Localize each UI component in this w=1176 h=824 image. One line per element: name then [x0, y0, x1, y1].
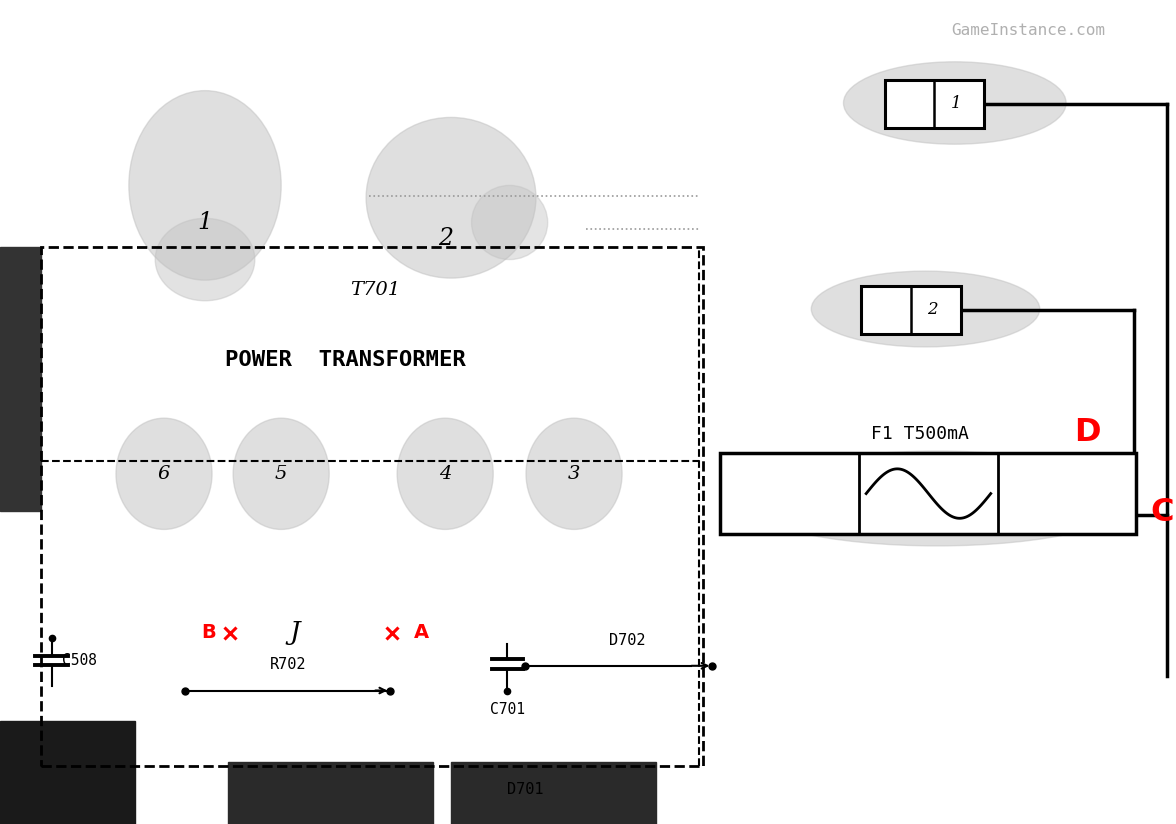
Text: D702: D702 [608, 633, 644, 648]
Bar [721, 453, 1136, 534]
Text: C508: C508 [62, 653, 98, 668]
Text: 1: 1 [951, 96, 962, 112]
Ellipse shape [233, 419, 329, 530]
Text: C701: C701 [489, 702, 524, 717]
Ellipse shape [397, 419, 493, 530]
Text: POWER  TRANSFORMER: POWER TRANSFORMER [226, 350, 466, 370]
Text: 2: 2 [928, 302, 938, 318]
Text: 4: 4 [439, 465, 452, 483]
Ellipse shape [843, 62, 1067, 144]
Ellipse shape [526, 419, 622, 530]
Bar [41, 247, 703, 766]
Ellipse shape [811, 271, 1040, 347]
Bar [0, 247, 41, 511]
Text: D: D [1074, 417, 1101, 448]
Ellipse shape [472, 185, 548, 260]
Text: F1 T500mA: F1 T500mA [871, 425, 969, 443]
Ellipse shape [116, 419, 212, 530]
Bar [861, 286, 961, 334]
Bar [452, 762, 656, 824]
Text: C: C [1150, 497, 1174, 528]
Text: 1: 1 [198, 211, 213, 234]
Ellipse shape [739, 451, 1136, 545]
Text: 5: 5 [275, 465, 287, 483]
Bar [884, 80, 984, 128]
Bar [0, 721, 135, 824]
Ellipse shape [129, 91, 281, 280]
Text: 3: 3 [568, 465, 580, 483]
Text: A: A [414, 623, 429, 643]
Text: B: B [201, 623, 216, 643]
Text: D701: D701 [507, 782, 543, 797]
Ellipse shape [366, 118, 536, 279]
Text: T701: T701 [349, 281, 400, 299]
Ellipse shape [155, 218, 255, 301]
Text: J: J [290, 620, 301, 645]
Text: R702: R702 [270, 658, 307, 672]
Text: 6: 6 [158, 465, 171, 483]
Text: GameInstance.com: GameInstance.com [951, 23, 1105, 38]
Text: 2: 2 [437, 227, 453, 250]
Bar [228, 762, 434, 824]
